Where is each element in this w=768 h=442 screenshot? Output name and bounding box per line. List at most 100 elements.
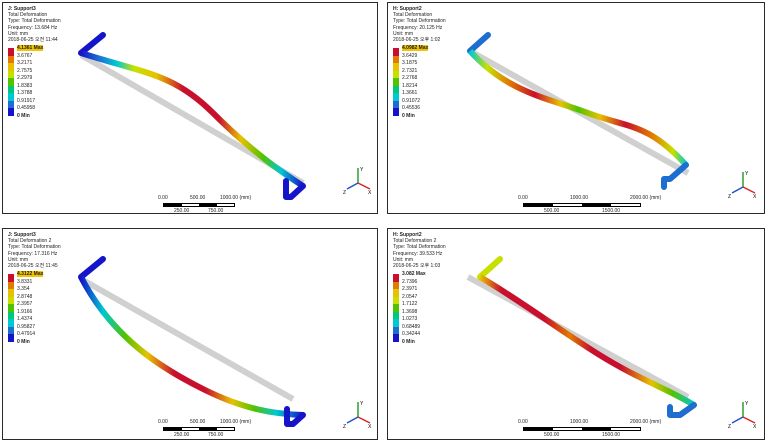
legend-label: 3.354: [17, 286, 30, 292]
pipe-segment: [78, 32, 106, 56]
scale-label: 0.00: [158, 419, 168, 425]
legend-entry: 0.68489: [393, 323, 453, 335]
analysis-title: H: Support2: [393, 6, 422, 12]
svg-text:X: X: [368, 424, 372, 429]
deformed-pipe-view[interactable]: [3, 229, 378, 440]
scale-label: 250.00: [174, 432, 190, 438]
legend-swatch: [393, 85, 399, 94]
scale-bar: 0.00 1000.00 2000.00 (mm) 500.00 1500.00: [518, 419, 668, 439]
legend-label: 0.68489: [402, 323, 421, 330]
svg-text:Z: Z: [343, 190, 346, 195]
legend-entry: 3.6429: [393, 52, 453, 64]
legend-entry: 2.0547: [393, 293, 453, 305]
legend-label: 1.7122: [402, 301, 418, 307]
legend-label: 0.34244: [402, 331, 421, 337]
legend-swatch: [393, 334, 399, 342]
legend-swatch: [8, 281, 14, 290]
result-name: Total Deformation 2: [8, 238, 52, 245]
legend-swatch: [8, 319, 14, 327]
legend-swatch: [8, 334, 14, 342]
legend-label: 2.7575: [17, 67, 33, 74]
scale-label: 250.00: [174, 208, 190, 214]
deformed-pipe-view[interactable]: [388, 229, 765, 440]
legend-swatch: [8, 311, 14, 320]
legend-swatch: [8, 108, 14, 116]
scale-label: 1000.00: [570, 419, 589, 425]
axis-triad: Y X Z: [343, 401, 372, 429]
legend-label: 0 Min: [402, 112, 415, 119]
legend-label: 1.8383: [17, 82, 33, 89]
scale-label: 0.00: [518, 195, 528, 201]
result-frequency: Frequency: 20.125 Hz: [393, 24, 443, 31]
axis-triad: Y X Z: [728, 401, 757, 429]
svg-text:Z: Z: [343, 424, 346, 429]
result-panel-3[interactable]: J: Support3 Total Deformation 2 Type: To…: [2, 228, 378, 440]
scale-label: 2000.00 (mm): [630, 195, 662, 201]
deformed-pipe-view[interactable]: [388, 3, 765, 214]
legend-entry: 1.8214: [393, 83, 453, 94]
legend-swatch: [393, 93, 399, 101]
legend-entry: 0 Min: [8, 339, 68, 350]
legend-label: 0.45958: [17, 105, 36, 111]
pipe-segment: [78, 256, 106, 280]
result-panel-1[interactable]: J: Support3 Total Deformation Type: Tota…: [2, 2, 378, 214]
result-type: Type: Total Deformation: [393, 244, 446, 251]
legend-entry: 1.4374: [8, 316, 68, 327]
pipe-segment: [661, 162, 689, 190]
result-frequency: Frequency: 17.316 Hz: [8, 250, 58, 257]
legend-entry: 3.1875: [393, 60, 453, 71]
result-name: Total Deformation: [8, 12, 48, 19]
pipe-segment: [284, 406, 306, 427]
svg-text:Y: Y: [360, 401, 364, 407]
legend-swatch: [393, 326, 399, 335]
scale-label: 750.00: [208, 432, 224, 438]
svg-text:Y: Y: [745, 401, 749, 407]
scale-bar: 0.00 1000.00 2000.00 (mm) 500.00 1500.00: [518, 195, 668, 213]
result-unit: Unit: mm: [393, 256, 413, 263]
result-timestamp: 2018-06-25 오전 11:45: [8, 263, 58, 270]
legend-swatch: [8, 326, 14, 335]
result-panel-2[interactable]: H: Support2 Total Deformation Type: Tota…: [387, 2, 765, 214]
result-frequency: Frequency: 13.684 Hz: [8, 24, 58, 31]
pipe-segment: [667, 402, 697, 418]
legend-swatch: [393, 296, 399, 305]
deformed-pipe-view[interactable]: [3, 3, 378, 214]
legend-entry: 4.1361 Max: [8, 45, 68, 56]
pipe-deformed: [80, 50, 305, 189]
legend-label: 0.91072: [402, 97, 421, 104]
scale-bar: 0.00 500.00 1000.00 (mm) 250.00 750.00: [158, 195, 258, 214]
legend-swatch: [393, 304, 399, 312]
legend-swatch: [8, 70, 14, 79]
pipe-deformed: [467, 48, 689, 168]
legend-entry: 3.6767: [8, 53, 68, 64]
legend-entry: 0.34244: [393, 331, 453, 342]
result-name: Total Deformation: [393, 12, 433, 19]
legend-entry: 2.7575: [8, 67, 68, 79]
legend-entry: 2.2768: [393, 75, 453, 86]
legend-swatch: [8, 274, 14, 282]
legend-label: 4.1361 Max: [17, 45, 44, 51]
svg-text:Z: Z: [728, 194, 731, 199]
result-type: Type: Total Deformation: [393, 18, 446, 25]
legend-label: 2.0547: [402, 293, 418, 300]
legend-entry: 3.354: [8, 286, 68, 297]
legend-entry: 1.7122: [393, 301, 453, 312]
legend-entry: 1.8383: [8, 82, 68, 94]
result-panel-4[interactable]: H: Support2 Total Deformation 2 Type: To…: [387, 228, 765, 440]
legend-swatch: [8, 85, 14, 94]
result-type: Type: Total Deformation: [8, 244, 61, 251]
axis-triad: Y X Z: [728, 171, 757, 199]
svg-text:Z: Z: [728, 424, 731, 429]
legend-label: 1.9166: [17, 308, 33, 315]
scale-label: 750.00: [208, 208, 224, 214]
legend-entry: 0.95827: [8, 324, 68, 335]
legend-entry: 1.3698: [393, 309, 453, 320]
legend-entry: 4.3122 Max: [8, 271, 68, 282]
legend-swatch: [393, 281, 399, 290]
result-unit: Unit: mm: [8, 256, 28, 263]
legend-swatch: [393, 289, 399, 297]
legend-label: 3.6429: [402, 52, 418, 59]
legend-label: 2.3957: [17, 301, 33, 307]
legend-entry: 2.2979: [8, 75, 68, 86]
legend-entry: 2.3971: [393, 286, 453, 297]
